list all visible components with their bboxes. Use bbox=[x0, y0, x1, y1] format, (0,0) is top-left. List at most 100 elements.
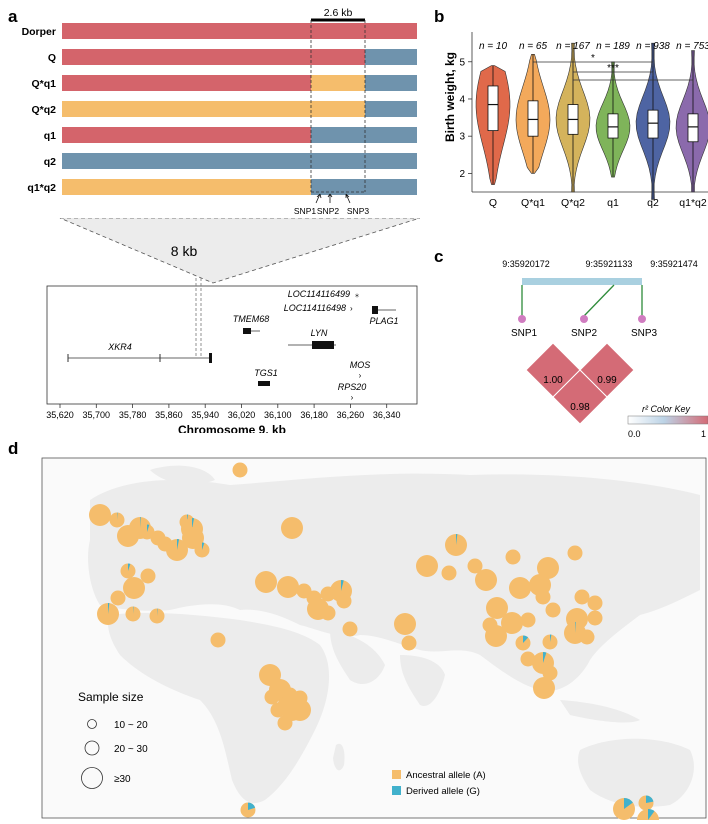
ld-link-2 bbox=[583, 284, 615, 317]
haplotype-segment-left bbox=[62, 75, 311, 91]
haplotype-segment-mid bbox=[311, 49, 365, 65]
gene-tgs1-label: TGS1 bbox=[254, 368, 278, 378]
haplotype-segment-mid bbox=[311, 127, 365, 143]
chrom-tick-label: 36,020 bbox=[228, 410, 256, 420]
population-pie bbox=[567, 545, 583, 561]
population-pie-derived bbox=[456, 534, 458, 545]
population-pie bbox=[394, 613, 416, 635]
population-pie bbox=[110, 590, 126, 606]
gene-rps20-label: RPS20 bbox=[338, 382, 367, 392]
snp1-arrow bbox=[315, 193, 322, 204]
haplotype-segment-mid bbox=[311, 75, 365, 91]
gene-loc114116499-label: LOC114116499 bbox=[288, 289, 350, 299]
box-q1*q2 bbox=[687, 113, 699, 143]
population-pie-derived bbox=[575, 622, 576, 633]
population-pie bbox=[416, 555, 438, 577]
haplotype-segment-left bbox=[62, 101, 311, 117]
gene-tmem68-exons bbox=[243, 328, 251, 334]
snp2-label: SNP2 bbox=[317, 206, 339, 216]
population-pie bbox=[320, 605, 336, 621]
population-pie bbox=[210, 632, 226, 648]
population-pie bbox=[475, 569, 497, 591]
population-pie bbox=[342, 621, 358, 637]
population-pie bbox=[277, 715, 293, 731]
ld-snp1-dot bbox=[518, 315, 526, 323]
panel-d-world-map: d Sample size 10 ~ 20 20 ~ 30 ≥30 Ancest… bbox=[8, 440, 707, 820]
population-pie-derived bbox=[550, 634, 552, 642]
ld-snp3-dot bbox=[638, 315, 646, 323]
population-pie bbox=[441, 565, 457, 581]
population-pie-derived bbox=[543, 652, 547, 663]
population-pie bbox=[264, 689, 280, 705]
gene-lyn-label: LYN bbox=[311, 328, 328, 338]
significance-label: *** bbox=[607, 63, 619, 74]
population-pie bbox=[542, 665, 558, 681]
derived-allele-swatch bbox=[392, 786, 401, 795]
ld-position-2: 9:35921133 bbox=[586, 259, 633, 269]
significance-bracket bbox=[572, 71, 654, 76]
haplotype-segment-right bbox=[365, 101, 417, 117]
population-pie bbox=[89, 504, 111, 526]
chrom-tick-label: 35,700 bbox=[83, 410, 111, 420]
haplotype-segment-right bbox=[365, 23, 417, 39]
panel-c-letter: c bbox=[434, 247, 443, 266]
n-label: n = 189 bbox=[596, 41, 630, 52]
haplotype-label: Dorper bbox=[22, 26, 56, 38]
ld-key-min: 0.0 bbox=[628, 429, 641, 439]
n-label: n = 10 bbox=[479, 41, 508, 52]
population-pie bbox=[579, 629, 595, 645]
chrom-tick-label: 36,100 bbox=[264, 410, 292, 420]
sample-size-title: Sample size bbox=[78, 690, 144, 704]
gene-tmem68-label: TMEM68 bbox=[233, 314, 270, 324]
sample-size-small-circle bbox=[87, 719, 97, 729]
snp2-arrow bbox=[327, 193, 333, 203]
sample-size-large-label: ≥30 bbox=[114, 774, 131, 785]
significance-bracket bbox=[532, 61, 654, 66]
box-Q*q1 bbox=[527, 100, 539, 137]
chrom-tick-label: 35,860 bbox=[155, 410, 183, 420]
gene-map-xlabel: Chromosome 9, kb bbox=[178, 423, 286, 433]
haplotype-segment-right bbox=[365, 49, 417, 65]
snp3-arrow bbox=[345, 193, 351, 204]
x-tick-label: q2 bbox=[647, 197, 659, 209]
sample-size-medium-label: 20 ~ 30 bbox=[114, 744, 148, 755]
population-pie bbox=[232, 462, 248, 478]
population-pie bbox=[574, 589, 590, 605]
population-pie bbox=[467, 558, 483, 574]
population-pie bbox=[537, 557, 559, 579]
gene-tgs1-exons bbox=[258, 381, 270, 386]
y-tick-label: 4 bbox=[459, 94, 465, 105]
ld-snp3-label: SNP3 bbox=[631, 328, 658, 339]
derived-allele-label: Derived allele (G) bbox=[406, 786, 480, 797]
n-label: n = 753 bbox=[676, 41, 708, 52]
population-pie bbox=[520, 651, 536, 667]
population-pie-derived bbox=[248, 802, 256, 810]
haplotype-label: q1 bbox=[44, 130, 56, 142]
n-label: n = 65 bbox=[519, 41, 548, 52]
box-q1 bbox=[607, 113, 619, 139]
ld-region-bar bbox=[522, 278, 642, 285]
panel-a-haplotypes: a 2.6 kb Dorper Q Q*q1 Q*q2 q1 q2 q1*q2 SNP1 S… bbox=[8, 7, 417, 216]
haplotype-label: Q*q2 bbox=[31, 104, 56, 116]
n-label: n = 167 bbox=[556, 41, 590, 52]
panel-a-gene-map: 8 kb XKR4 TMEM68 LYN PLAG1 LOC114116499 … bbox=[46, 218, 420, 433]
panel-b-birthweight-chart: b Birth weight, kg 2 3 4 5 Qn = 10 Q*q1 n = 65… bbox=[434, 7, 708, 209]
gene-loc114116498-label: LOC114116498 bbox=[284, 303, 346, 313]
population-pie bbox=[545, 602, 561, 618]
haplotype-segment-mid bbox=[311, 101, 365, 117]
population-pie-derived bbox=[202, 542, 205, 550]
haplotype-label: q1*q2 bbox=[27, 182, 56, 194]
x-tick-label: q1 bbox=[607, 197, 619, 209]
significance-bracket bbox=[572, 79, 694, 84]
gene-loc114116499-mark: ⁎ bbox=[355, 290, 359, 299]
ld-position-1: 9:35920172 bbox=[502, 259, 550, 269]
chrom-tick-label: 35,620 bbox=[46, 410, 74, 420]
significance-label: * bbox=[591, 53, 595, 64]
x-tick-label: Q*q2 bbox=[561, 197, 585, 209]
population-pie-derived bbox=[646, 795, 654, 803]
zoom-wedge bbox=[59, 218, 420, 284]
population-pie-derived bbox=[624, 798, 633, 809]
population-pie-derived bbox=[128, 563, 131, 571]
population-pie-derived bbox=[140, 517, 141, 528]
haplotype-label: Q*q1 bbox=[31, 78, 56, 90]
